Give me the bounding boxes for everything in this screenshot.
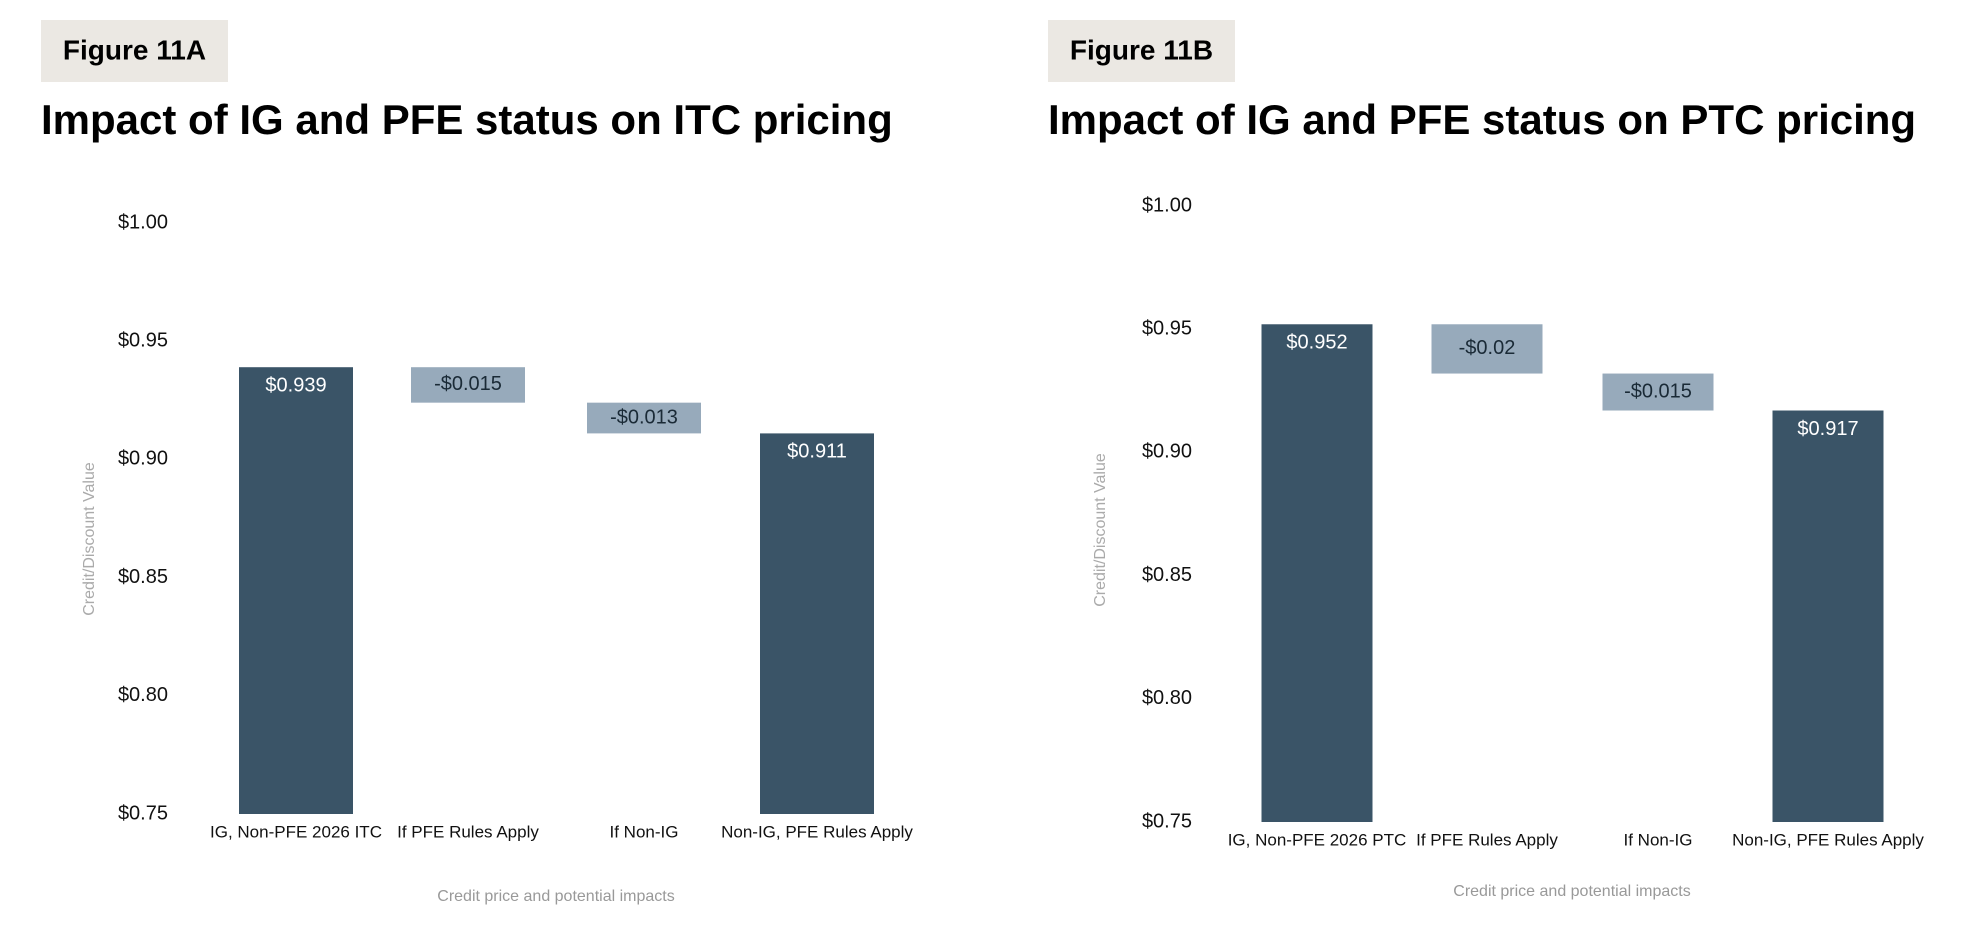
bar xyxy=(1261,324,1373,822)
value-label: $0.939 xyxy=(265,374,326,396)
y-tick-label: $0.95 xyxy=(118,329,168,351)
figure-label-box xyxy=(41,20,228,82)
x-tick-label: If PFE Rules Apply xyxy=(397,822,539,841)
figure-label-box xyxy=(1048,20,1235,82)
chart-title: Impact of IG and PFE status on ITC prici… xyxy=(41,96,893,143)
x-axis-title: Credit price and potential impacts xyxy=(437,888,674,905)
y-tick-label: $1.00 xyxy=(1142,194,1192,216)
y-axis-title: Credit/Discount Value xyxy=(1092,453,1109,607)
bar xyxy=(239,367,353,814)
y-tick-label: $0.90 xyxy=(1142,441,1192,463)
value-label: $0.911 xyxy=(787,441,847,463)
value-label: $0.952 xyxy=(1286,332,1347,354)
bar xyxy=(1431,324,1543,374)
value-label: -$0.013 xyxy=(610,406,678,428)
bar xyxy=(1602,373,1714,411)
y-tick-label: $1.00 xyxy=(118,211,168,233)
figure-label: Figure 11A xyxy=(63,34,206,65)
y-tick-label: $0.80 xyxy=(1142,687,1192,709)
bar xyxy=(587,402,701,434)
y-tick-label: $0.95 xyxy=(1142,317,1192,339)
value-label: -$0.015 xyxy=(1624,380,1692,402)
y-tick-label: $0.85 xyxy=(118,566,168,588)
x-tick-label: IG, Non-PFE 2026 ITC xyxy=(210,822,382,841)
bar xyxy=(760,433,874,814)
x-axis-title: Credit price and potential impacts xyxy=(1453,883,1690,900)
x-tick-label: If PFE Rules Apply xyxy=(1416,830,1558,849)
value-label: -$0.015 xyxy=(434,373,502,395)
y-tick-label: $0.75 xyxy=(118,802,168,824)
x-tick-label: If Non-IG xyxy=(1624,830,1693,849)
bar xyxy=(411,367,525,403)
y-axis-title: Credit/Discount Value xyxy=(81,462,98,616)
y-tick-label: $0.80 xyxy=(118,684,168,706)
bar xyxy=(1772,410,1884,822)
value-label: $0.917 xyxy=(1797,418,1858,440)
x-tick-label: Non-IG, PFE Rules Apply xyxy=(1732,830,1924,849)
x-tick-label: IG, Non-PFE 2026 PTC xyxy=(1228,830,1407,849)
y-tick-label: $0.75 xyxy=(1142,810,1192,832)
y-tick-label: $0.85 xyxy=(1142,564,1192,586)
chart-title: Impact of IG and PFE status on PTC prici… xyxy=(1048,96,1916,143)
value-label: -$0.02 xyxy=(1459,337,1516,359)
figure-label: Figure 11B xyxy=(1070,34,1213,65)
y-tick-label: $0.90 xyxy=(118,448,168,470)
x-tick-label: Non-IG, PFE Rules Apply xyxy=(721,822,913,841)
x-tick-label: If Non-IG xyxy=(610,822,679,841)
